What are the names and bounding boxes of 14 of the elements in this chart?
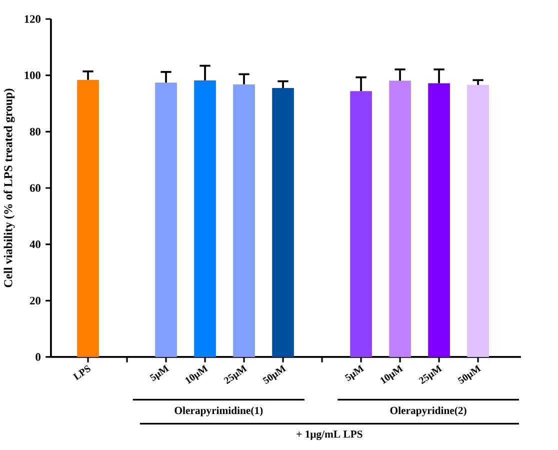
y-tick-label: 40 (30, 240, 40, 248)
text: Olerapyrimidine(1) (174, 406, 263, 416)
x-tick-label: LPS (72, 365, 90, 380)
y-axis-title: Cell viability (% of LPS treated group) (4, 88, 15, 288)
y-tick-label: 80 (30, 128, 40, 136)
x-tick-label: 5μM (344, 364, 364, 382)
text: + 1μg/mL LPS (296, 430, 362, 440)
y-tick-label: 120 (24, 15, 40, 23)
x-tick-label: 5μM (150, 364, 170, 382)
y-tick-label: 0 (36, 353, 40, 361)
y-tick-label: 100 (24, 72, 40, 80)
text: Olerapyridine(2) (390, 406, 466, 416)
y-tick-label: 60 (30, 184, 40, 192)
y-tick-label: 20 (30, 296, 40, 304)
